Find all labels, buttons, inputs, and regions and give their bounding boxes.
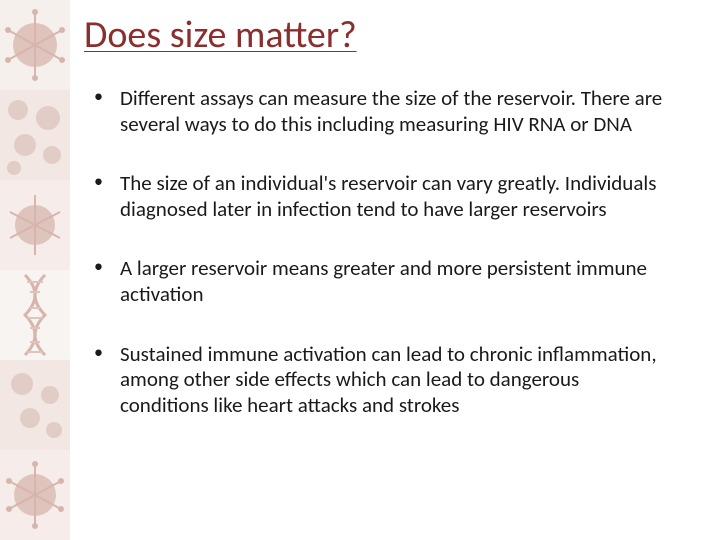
bullet-item: The size of an individual's reservoir ca… [94, 171, 670, 222]
sidebar-image-virus [0, 450, 70, 540]
sidebar-image-dna [0, 270, 70, 360]
bullet-item: Different assays can measure the size of… [94, 86, 670, 137]
slide-content: Does size matter? Different assays can m… [80, 0, 710, 540]
bullet-item: Sustained immune activation can lead to … [94, 342, 670, 419]
slide-title: Does size matter? [84, 12, 710, 58]
bullet-item: A larger reservoir means greater and mor… [94, 256, 670, 307]
sidebar-image-virus [0, 180, 70, 270]
sidebar-image-cells [0, 360, 70, 450]
sidebar-image-virus [0, 0, 70, 90]
sidebar-image-cells [0, 90, 70, 180]
bullet-list: Different assays can measure the size of… [80, 86, 710, 418]
decorative-sidebar [0, 0, 70, 540]
